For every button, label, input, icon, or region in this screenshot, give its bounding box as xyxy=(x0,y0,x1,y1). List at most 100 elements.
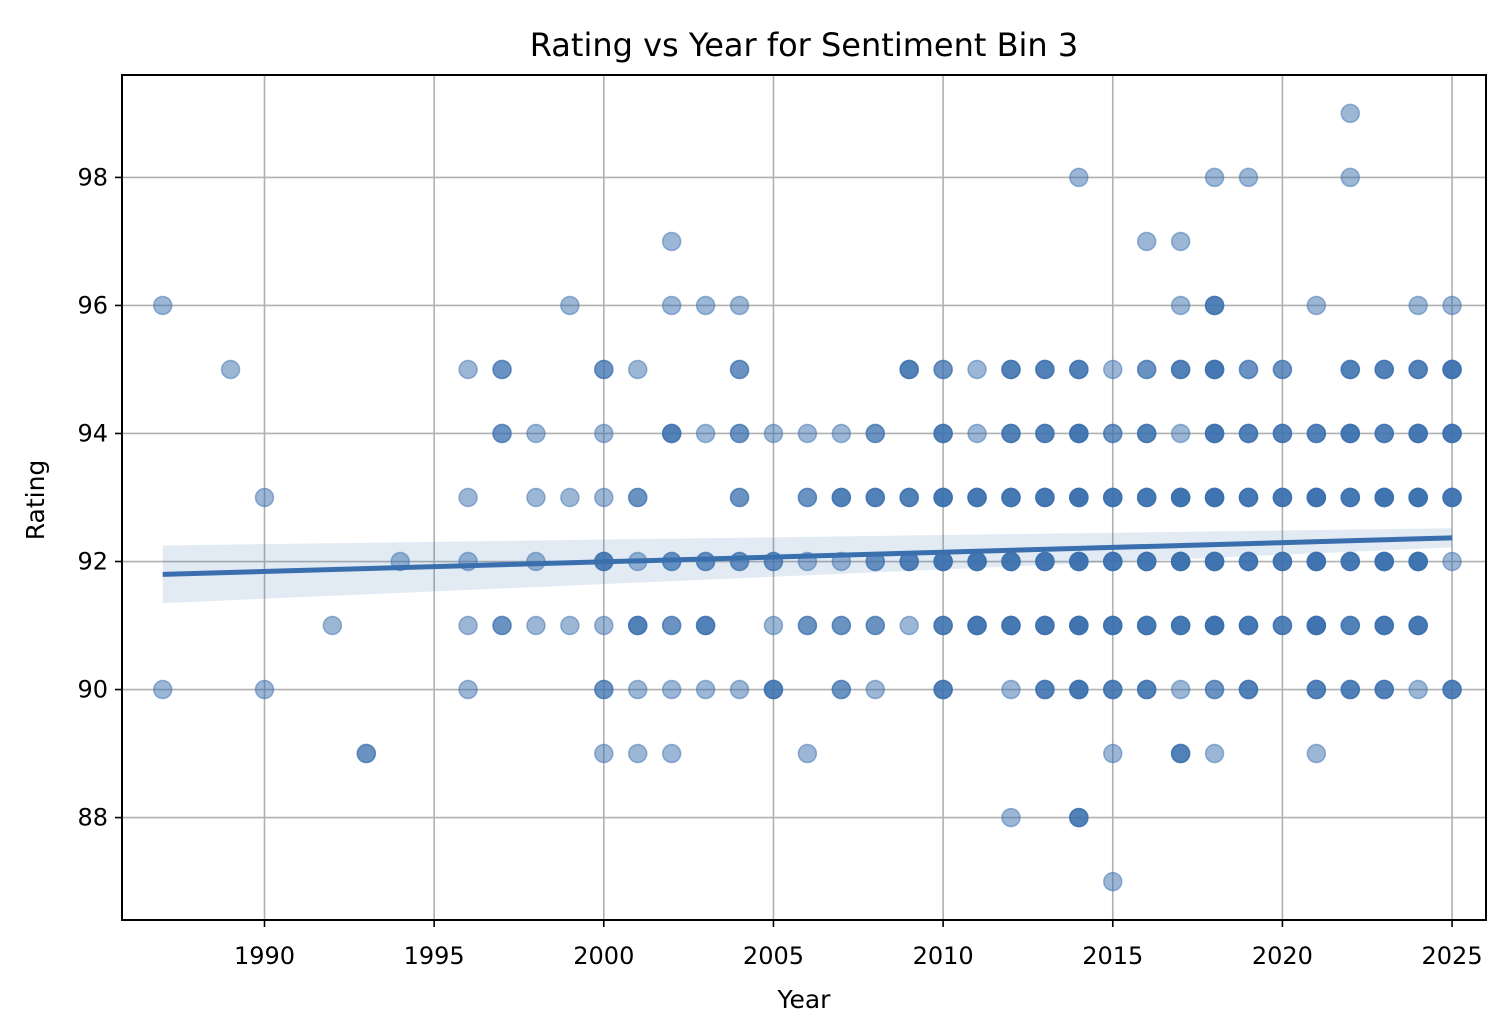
data-point xyxy=(492,359,512,380)
data-point xyxy=(1442,359,1462,380)
data-point xyxy=(933,679,953,700)
data-point xyxy=(1136,551,1157,572)
data-point xyxy=(695,295,716,316)
data-point xyxy=(729,679,750,700)
data-point xyxy=(1306,551,1327,572)
data-point xyxy=(526,423,546,444)
data-point xyxy=(594,487,614,508)
data-point xyxy=(526,487,546,508)
chart-title: Rating vs Year for Sentiment Bin 3 xyxy=(530,26,1078,64)
data-point xyxy=(865,423,886,444)
data-point xyxy=(797,487,818,508)
data-point xyxy=(322,615,343,636)
data-point xyxy=(627,743,648,764)
data-point xyxy=(594,615,614,636)
data-point xyxy=(254,679,275,700)
data-point xyxy=(1170,551,1191,572)
data-point xyxy=(1001,423,1021,444)
data-point xyxy=(1103,871,1123,892)
data-point xyxy=(152,679,173,700)
data-point xyxy=(1035,615,1055,636)
data-point xyxy=(356,743,377,764)
data-point xyxy=(1001,679,1021,700)
x-axis-label: Year xyxy=(777,985,832,1014)
data-point xyxy=(1170,231,1191,252)
data-point xyxy=(1340,103,1361,124)
data-point xyxy=(1442,423,1462,444)
data-point xyxy=(661,423,682,444)
data-point xyxy=(1272,615,1293,636)
data-point xyxy=(1272,487,1293,508)
data-point xyxy=(1170,679,1191,700)
data-point xyxy=(492,423,512,444)
data-point xyxy=(967,551,987,572)
data-point xyxy=(1170,423,1191,444)
data-point xyxy=(1204,551,1225,572)
data-point xyxy=(254,487,275,508)
data-point xyxy=(933,359,953,380)
data-point xyxy=(661,295,682,316)
data-point xyxy=(797,743,818,764)
data-point xyxy=(1103,551,1123,572)
data-point xyxy=(1442,679,1462,700)
data-point xyxy=(1340,359,1361,380)
data-point xyxy=(1272,359,1293,380)
data-point xyxy=(695,423,716,444)
data-point xyxy=(1204,615,1225,636)
data-point xyxy=(1136,487,1157,508)
data-point xyxy=(627,487,648,508)
data-point xyxy=(1340,679,1361,700)
data-point xyxy=(1103,679,1123,700)
data-point xyxy=(560,487,580,508)
y-axis-label: Rating xyxy=(21,460,50,541)
data-point xyxy=(729,359,750,380)
data-point xyxy=(1340,487,1361,508)
data-point xyxy=(492,615,512,636)
data-point xyxy=(1442,551,1462,572)
data-point xyxy=(627,359,648,380)
data-point xyxy=(661,615,682,636)
data-point xyxy=(1238,167,1259,188)
data-point xyxy=(831,615,852,636)
data-point xyxy=(1204,167,1225,188)
data-point xyxy=(729,295,750,316)
data-point xyxy=(899,487,919,508)
data-point xyxy=(967,487,987,508)
data-point xyxy=(1204,487,1225,508)
data-point xyxy=(1408,423,1428,444)
data-point xyxy=(1306,487,1327,508)
data-point xyxy=(831,423,852,444)
data-point xyxy=(1103,743,1123,764)
data-point xyxy=(729,423,750,444)
data-point xyxy=(763,615,784,636)
data-point xyxy=(1408,295,1428,316)
data-point xyxy=(1001,487,1021,508)
data-point xyxy=(1035,359,1055,380)
regression-line xyxy=(162,535,1453,577)
data-point xyxy=(1001,807,1021,828)
data-point xyxy=(1069,423,1089,444)
data-point xyxy=(1408,551,1428,572)
data-point xyxy=(661,743,682,764)
data-point xyxy=(1170,615,1191,636)
data-point xyxy=(627,615,648,636)
data-point xyxy=(458,359,478,380)
data-point xyxy=(458,679,478,700)
data-point xyxy=(1306,423,1327,444)
data-point xyxy=(1103,487,1123,508)
data-point xyxy=(933,551,953,572)
data-point xyxy=(627,679,648,700)
data-point xyxy=(1170,359,1191,380)
x-tick-label: 2010 xyxy=(913,942,974,970)
data-point xyxy=(1103,615,1123,636)
data-point xyxy=(1069,487,1089,508)
data-point xyxy=(1069,615,1089,636)
data-point xyxy=(1170,487,1191,508)
x-tick-label: 2020 xyxy=(1252,942,1313,970)
data-point xyxy=(1103,359,1123,380)
data-point xyxy=(1306,615,1327,636)
data-point xyxy=(1238,487,1259,508)
y-tick-label: 98 xyxy=(77,163,108,191)
data-point xyxy=(458,487,478,508)
data-point xyxy=(560,295,580,316)
